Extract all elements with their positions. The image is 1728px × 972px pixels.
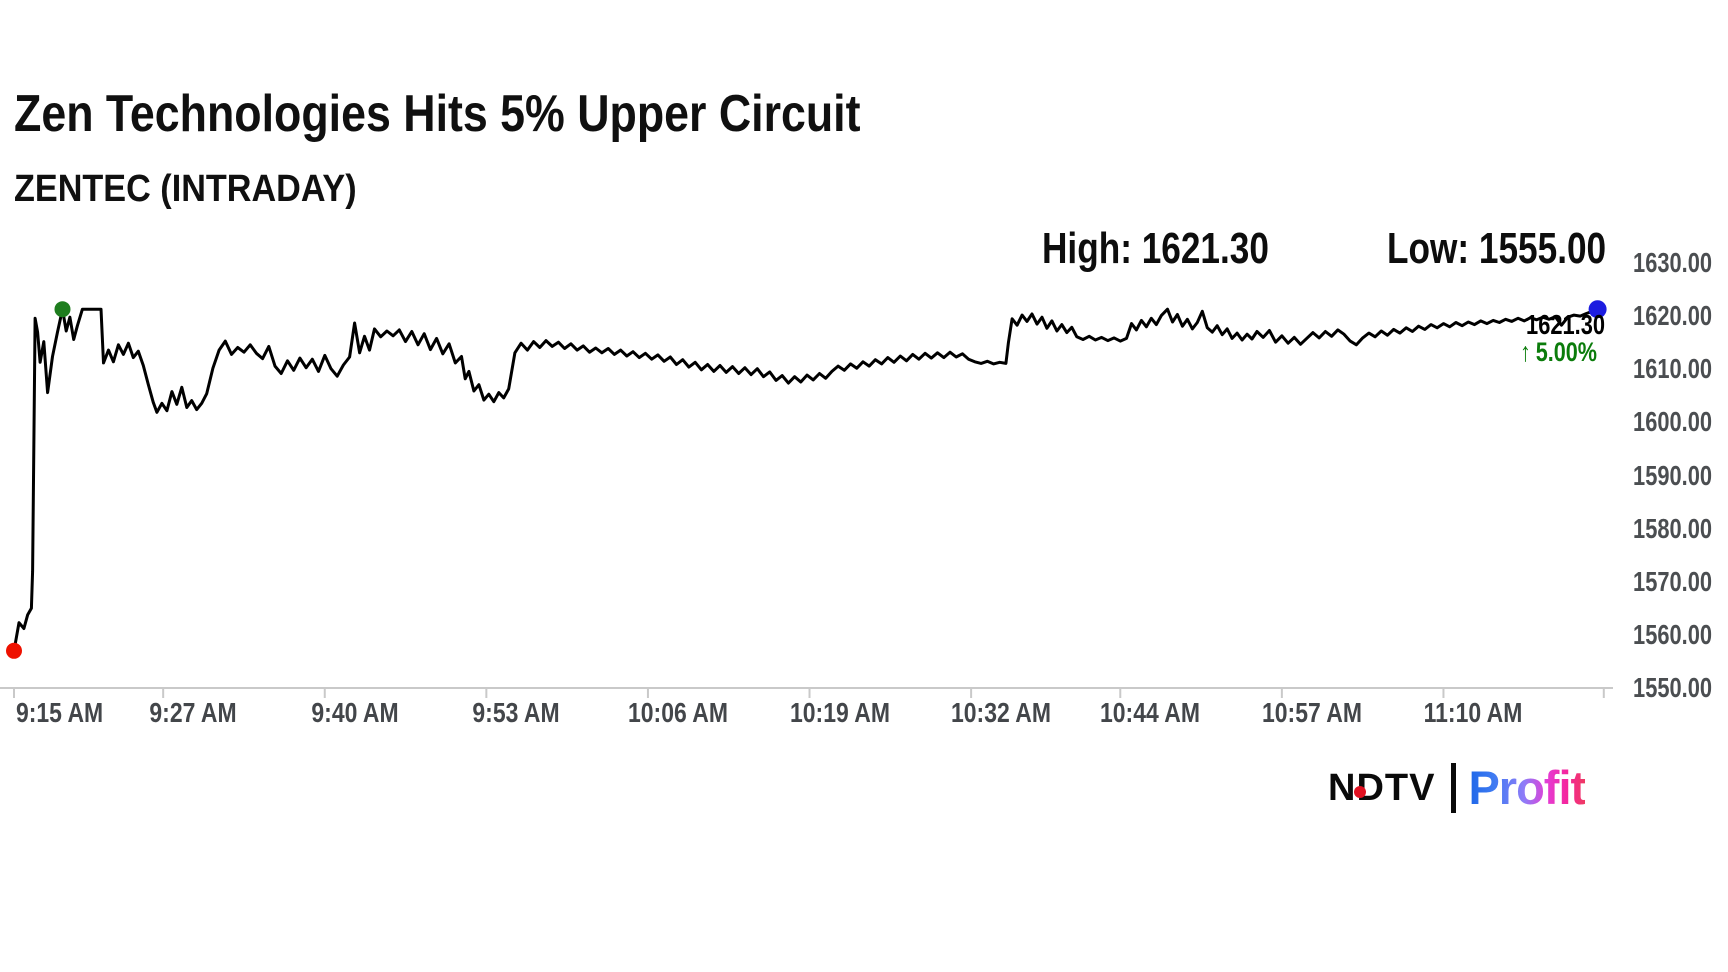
ndtv-red-dot-icon — [1354, 786, 1366, 798]
change-percent-value: 5.00% — [1535, 337, 1597, 367]
x-tick-label: 9:15 AM — [16, 697, 104, 728]
y-tick-label: 1560.00 — [1633, 619, 1712, 650]
x-tick-label: 10:44 AM — [1100, 697, 1200, 728]
last-price-label: 1621.30 — [1526, 309, 1605, 340]
x-tick-label: 10:19 AM — [790, 697, 890, 728]
page-title: Zen Technologies Hits 5% Upper Circuit — [14, 85, 861, 143]
x-tick-label: 9:40 AM — [311, 697, 399, 728]
x-tick-label: 10:57 AM — [1262, 697, 1362, 728]
ticker-subtitle: ZENTEC (INTRADAY) — [14, 168, 357, 210]
x-tick-label: 10:06 AM — [628, 697, 728, 728]
up-arrow-icon: ↑ — [1520, 337, 1531, 367]
y-tick-label: 1630.00 — [1633, 247, 1712, 278]
low-open-marker — [6, 642, 22, 659]
logo-separator — [1451, 763, 1457, 813]
high-marker — [54, 301, 71, 318]
y-tick-label: 1600.00 — [1633, 406, 1712, 437]
profit-wordmark: Profit — [1468, 761, 1586, 814]
y-tick-label: 1570.00 — [1633, 566, 1712, 597]
price-line — [12, 307, 1600, 653]
high-value-label: High: 1621.30 — [1042, 224, 1269, 273]
y-tick-label: 1590.00 — [1633, 460, 1712, 491]
y-tick-label: 1610.00 — [1633, 353, 1712, 384]
x-tick-label: 9:53 AM — [472, 697, 560, 728]
y-tick-label: 1550.00 — [1633, 672, 1712, 703]
change-percent-label: ↑ 5.00% — [1435, 339, 1597, 366]
y-tick-label: 1620.00 — [1633, 300, 1712, 331]
low-value-label: Low: 1555.00 — [1387, 224, 1607, 273]
y-tick-label: 1580.00 — [1633, 513, 1712, 544]
x-tick-label: 10:32 AM — [951, 697, 1051, 728]
last-marker — [1588, 300, 1607, 319]
x-tick-label: 9:27 AM — [149, 697, 237, 728]
ndtv-profit-logo: NDTV Profit — [1328, 761, 1586, 814]
ndtv-wordmark: NDTV — [1328, 767, 1436, 809]
x-tick-label: 11:10 AM — [1423, 697, 1523, 728]
